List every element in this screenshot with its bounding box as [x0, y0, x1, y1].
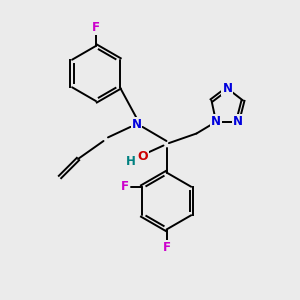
- Text: N: N: [232, 115, 243, 128]
- Text: O: O: [138, 150, 148, 164]
- Text: F: F: [120, 180, 128, 193]
- Text: N: N: [131, 118, 142, 131]
- Text: F: F: [92, 21, 100, 34]
- Text: N: N: [222, 82, 233, 95]
- Text: H: H: [126, 154, 136, 168]
- Text: N: N: [211, 115, 221, 128]
- Text: F: F: [163, 241, 170, 254]
